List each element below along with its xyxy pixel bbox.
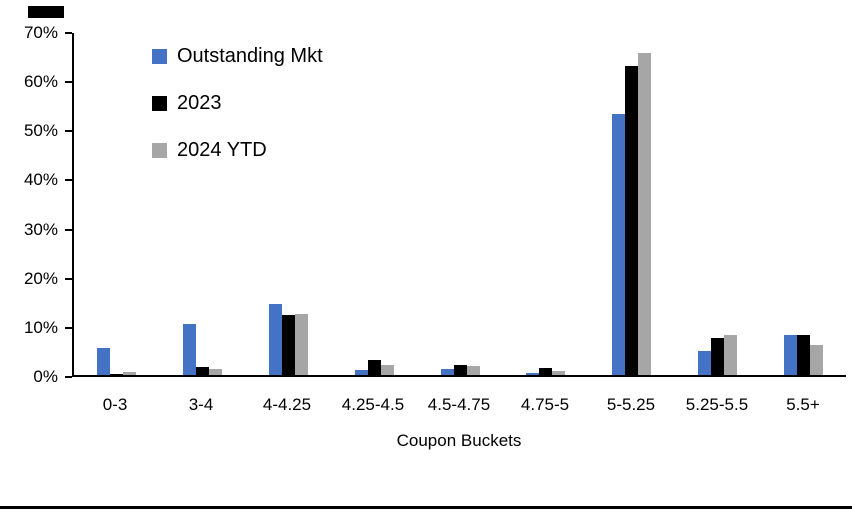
bar-group bbox=[503, 33, 589, 375]
y-tick-mark bbox=[65, 228, 72, 231]
legend-item: Outstanding Mkt bbox=[152, 45, 323, 68]
y-tick-mark bbox=[65, 32, 72, 34]
y-tick-label: 20% bbox=[23, 268, 58, 288]
bar-group bbox=[74, 33, 160, 375]
bar-group bbox=[246, 33, 332, 375]
y-tick-mark bbox=[65, 277, 72, 280]
header-mark bbox=[28, 6, 64, 18]
x-tick-label: 4.25-4.5 bbox=[341, 395, 405, 414]
bar-outstanding-mkt bbox=[97, 348, 111, 375]
y-tick-label: 50% bbox=[23, 121, 58, 141]
bar-2024-ytd bbox=[209, 369, 223, 375]
bar-2024-ytd bbox=[466, 366, 480, 375]
x-tick-label: 4-4.25 bbox=[262, 395, 312, 414]
bar-2023 bbox=[796, 334, 810, 375]
x-tick-label: 5-5.25 bbox=[606, 395, 656, 414]
bar-2023 bbox=[196, 366, 210, 375]
bar-2023 bbox=[625, 66, 639, 375]
bar-2024-ytd bbox=[809, 344, 823, 375]
footer-rule bbox=[0, 506, 852, 509]
bar-outstanding-mkt bbox=[354, 370, 368, 375]
bar-outstanding-mkt bbox=[783, 334, 797, 375]
bar-outstanding-mkt bbox=[526, 372, 540, 375]
y-tick-mark bbox=[65, 326, 72, 329]
bar-group bbox=[760, 33, 846, 375]
bar-groups bbox=[74, 33, 846, 375]
x-tick-label: 0-3 bbox=[102, 395, 128, 414]
legend-marker bbox=[152, 96, 167, 111]
x-tick-label: 4.75-5 bbox=[520, 395, 570, 414]
legend-label: Outstanding Mkt bbox=[177, 45, 323, 67]
x-axis-labels: 0-3 3-4 4-4.25 4.25-4.5 4.5-4.75 4.75-5 5-5.25… bbox=[72, 377, 846, 415]
legend-item: 2023 bbox=[152, 92, 323, 115]
legend-item: 2024 YTD bbox=[152, 139, 323, 162]
bar-2023 bbox=[453, 365, 467, 375]
bar-2023 bbox=[281, 314, 295, 375]
y-tick-mark bbox=[65, 130, 72, 133]
x-tick-label: 3-4 bbox=[188, 395, 214, 414]
legend-marker bbox=[152, 143, 167, 158]
plot-area: Outstanding Mkt 2023 2024 YTD bbox=[72, 33, 846, 377]
y-tick-mark bbox=[65, 376, 72, 378]
bar-outstanding-mkt bbox=[268, 304, 282, 375]
bar-outstanding-mkt bbox=[183, 323, 197, 375]
x-tick-label: 5.5+ bbox=[786, 395, 820, 414]
bar-2024-ytd bbox=[638, 52, 652, 375]
y-tick-label: 70% bbox=[23, 23, 58, 42]
bar-group bbox=[589, 33, 675, 375]
x-tick-label: 5.25-5.5 bbox=[685, 395, 749, 414]
y-tick-mark bbox=[65, 81, 72, 84]
y-tick-mark bbox=[65, 179, 72, 182]
bar-2023 bbox=[367, 360, 381, 375]
bar-group bbox=[417, 33, 503, 375]
y-tick-label: 10% bbox=[23, 317, 58, 337]
bar-2024-ytd bbox=[123, 372, 137, 375]
bar-group bbox=[331, 33, 417, 375]
bar-2023 bbox=[110, 374, 124, 375]
bar-outstanding-mkt bbox=[697, 350, 711, 375]
bar-group bbox=[160, 33, 246, 375]
y-tick-label: 40% bbox=[23, 170, 58, 190]
bar-2023 bbox=[710, 338, 724, 375]
bar-group bbox=[674, 33, 760, 375]
legend-label: 2023 bbox=[177, 92, 222, 114]
bar-chart: 70% 60% 50% 40% 30% 20% 10% 0% Outstanding Mkt 2… bbox=[8, 23, 846, 451]
bar-2024-ytd bbox=[380, 364, 394, 375]
bar-outstanding-mkt bbox=[440, 369, 454, 375]
x-tick-label: 4.5-4.75 bbox=[427, 395, 491, 414]
y-tick-label: 0% bbox=[33, 367, 58, 386]
bar-2023 bbox=[539, 367, 553, 375]
x-axis-title: Coupon Buckets bbox=[396, 431, 522, 450]
legend-marker bbox=[152, 49, 167, 64]
bar-2024-ytd bbox=[552, 371, 566, 375]
bar-2024-ytd bbox=[294, 313, 308, 375]
y-tick-label: 30% bbox=[23, 219, 58, 239]
y-tick-label: 60% bbox=[23, 72, 58, 92]
legend-label: 2024 YTD bbox=[177, 139, 267, 161]
legend: Outstanding Mkt 2023 2024 YTD bbox=[152, 45, 323, 162]
y-axis: 70% 60% 50% 40% 30% 20% 10% 0% bbox=[8, 23, 72, 386]
bar-2024-ytd bbox=[723, 334, 737, 375]
bar-outstanding-mkt bbox=[612, 113, 626, 375]
